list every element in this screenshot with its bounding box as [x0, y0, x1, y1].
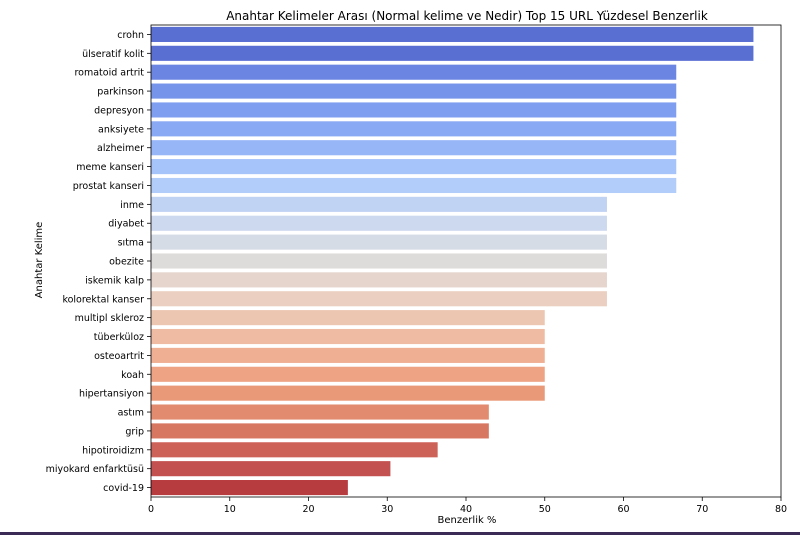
x-tick-label: 10 — [224, 504, 236, 515]
bar — [151, 196, 607, 212]
bar — [151, 328, 545, 345]
y-tick-label: anksiyete — [98, 124, 144, 135]
y-tick-label: kolorektal kanser — [62, 294, 144, 305]
y-axis-label: Anahtar Kelime — [34, 222, 45, 299]
x-tick-label: 80 — [775, 504, 787, 515]
y-tick-label: alzheimer — [97, 143, 144, 154]
x-tick-label: 60 — [617, 504, 629, 515]
x-axis-label: Benzerlik % — [438, 515, 497, 526]
y-tick-label: multipl skleroz — [75, 313, 144, 324]
bar — [151, 26, 754, 42]
x-tick-label: 20 — [302, 504, 314, 515]
bar — [151, 423, 489, 439]
y-tick-label: crohn — [117, 30, 144, 41]
y-tick-label: prostat kanseri — [73, 181, 144, 192]
bar — [151, 347, 545, 363]
y-tick-label: diyabet — [108, 219, 144, 230]
bar — [151, 442, 438, 458]
bar — [151, 45, 754, 61]
y-tick-label: sıtma — [118, 238, 144, 249]
bar — [151, 140, 677, 156]
window-bottom-edge — [0, 532, 800, 535]
y-tick-label: hipertansiyon — [79, 389, 144, 400]
bar — [151, 215, 607, 231]
bar — [151, 159, 677, 175]
x-tick-label: 0 — [148, 504, 154, 515]
y-tick-label: parkinson — [97, 87, 144, 98]
y-tick-label: miyokard enfarktüsü — [46, 464, 144, 475]
y-tick-label: tüberküloz — [94, 332, 144, 343]
bar — [151, 461, 391, 477]
bar — [151, 83, 677, 99]
bar — [151, 291, 607, 307]
x-tick-label: 70 — [696, 504, 708, 515]
y-tick-label: astım — [118, 408, 144, 419]
y-tick-label: ülseratif kolit — [82, 49, 144, 60]
y-tick-label: obezite — [109, 257, 144, 268]
bars — [151, 26, 754, 496]
y-tick-label: romatoid artrit — [74, 68, 144, 79]
bar — [151, 234, 607, 250]
y-tick-label: osteoartrit — [94, 351, 144, 362]
bar — [151, 102, 677, 118]
y-tick-label: depresyon — [94, 105, 144, 116]
x-tick-label: 30 — [381, 504, 393, 515]
y-tick-label: covid-19 — [103, 483, 144, 494]
bar — [151, 310, 545, 326]
bar — [151, 253, 607, 269]
y-tick-label: meme kanseri — [76, 162, 144, 173]
bar — [151, 64, 677, 80]
y-tick-label: grip — [125, 426, 144, 437]
y-tick-label: iskemik kalp — [85, 275, 144, 286]
bar — [151, 272, 607, 288]
x-tick-label: 40 — [460, 504, 472, 515]
bar — [151, 385, 545, 401]
bar — [151, 404, 489, 420]
y-tick-label: koah — [121, 370, 144, 381]
chart-title: Anahtar Kelimeler Arası (Normal kelime v… — [226, 9, 708, 23]
bar — [151, 366, 545, 382]
y-tick-label: inme — [120, 200, 144, 211]
y-axis: crohn ülseratif kolit romatoid artrit parki… — [46, 30, 151, 494]
y-tick-label: hipotiroidizm — [82, 445, 144, 456]
x-tick-label: 50 — [539, 504, 551, 515]
bar — [151, 480, 348, 496]
x-axis: 0 10 20 30 40 50 60 70 80 — [148, 497, 787, 515]
bar — [151, 121, 677, 137]
bar — [151, 177, 677, 194]
